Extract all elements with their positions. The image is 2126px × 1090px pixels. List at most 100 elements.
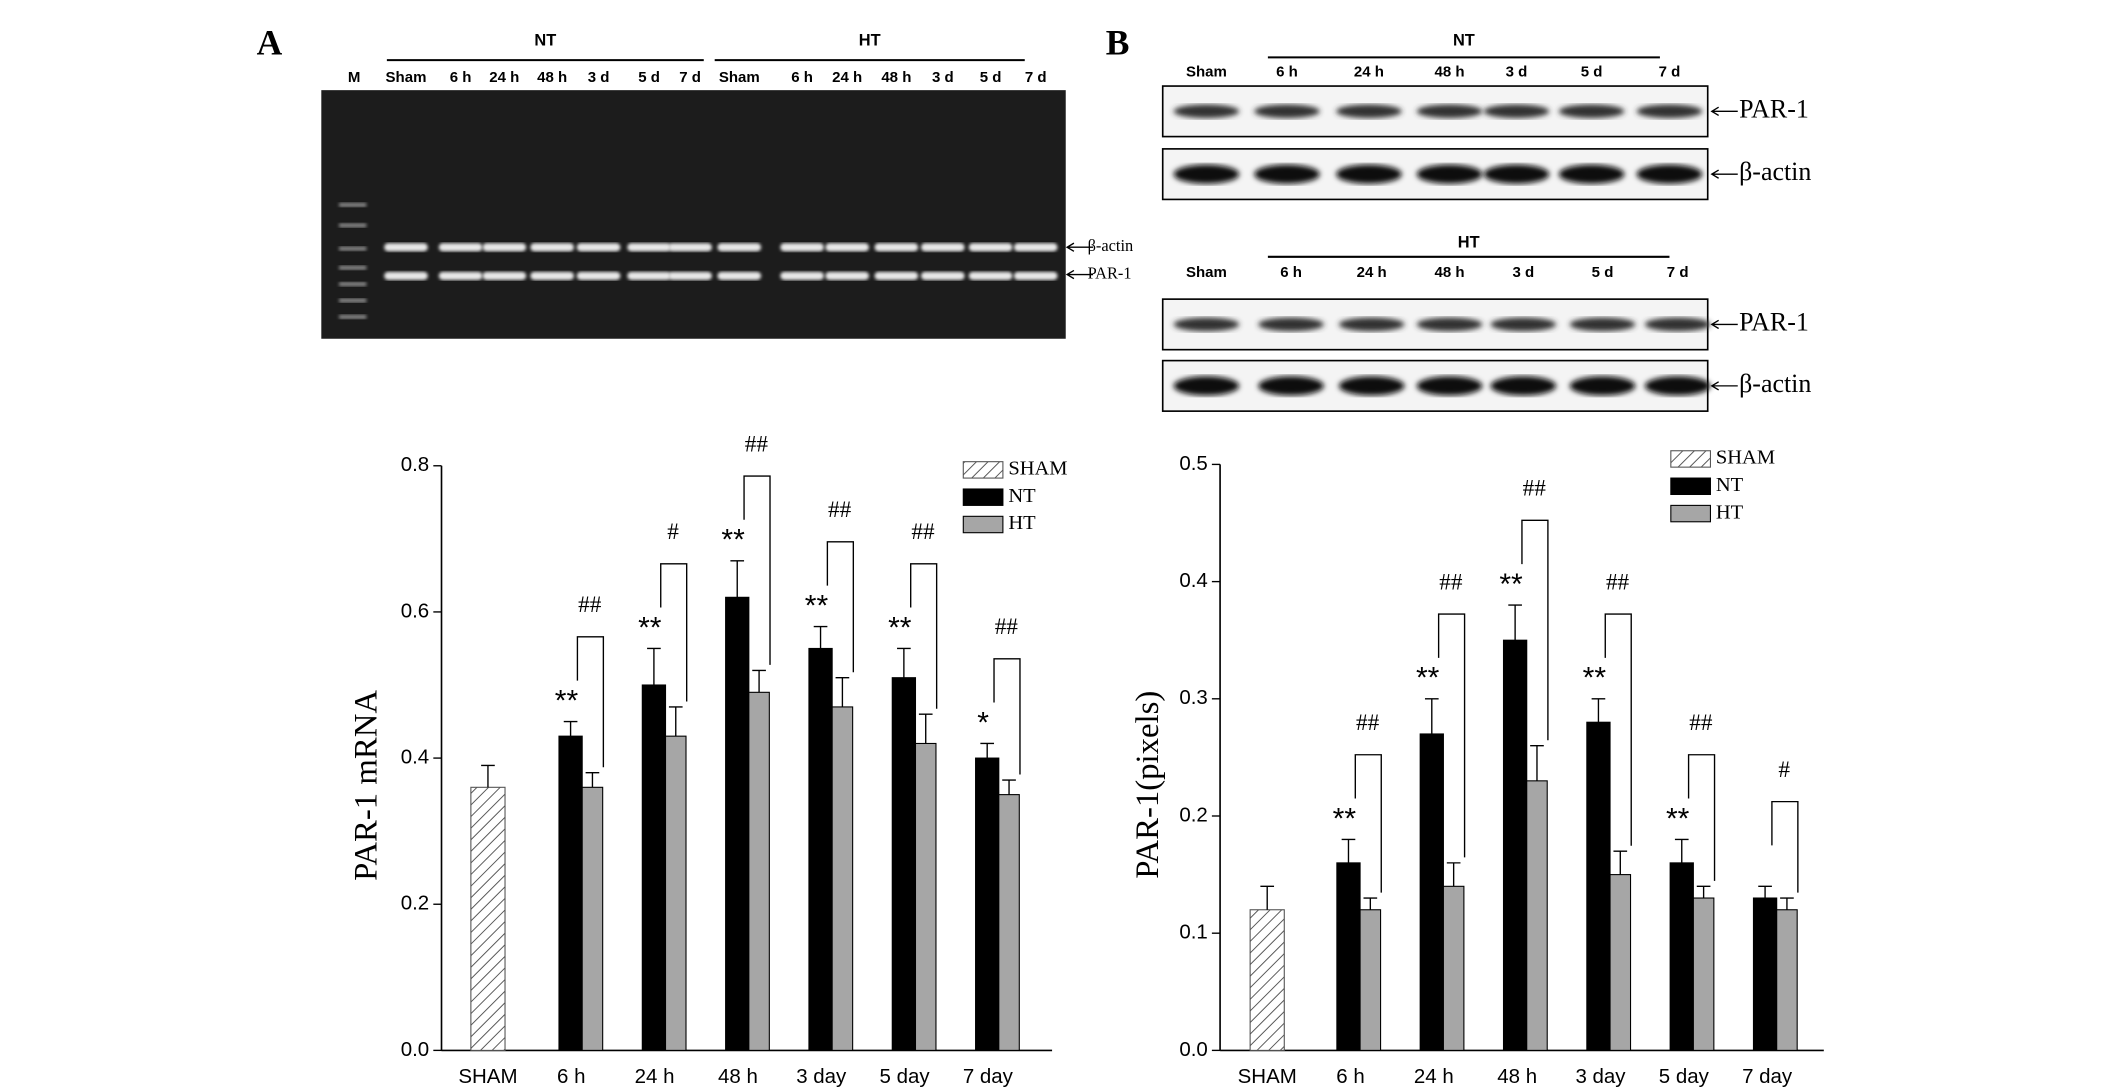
y-tick-label: 0.3 [1179,686,1207,709]
lane-label: 24 h [489,69,519,86]
lane-label: 48 h [537,69,567,86]
gel-band [668,243,712,252]
bar [1502,639,1528,1051]
bar [1359,909,1382,1051]
error-bar [563,720,578,737]
blot-band [1558,104,1625,119]
bar [1752,897,1778,1051]
x-tick-label: 6 h [1336,1065,1364,1088]
bar [1419,733,1444,1051]
gel-band [1013,271,1058,281]
comparison-bracket [826,541,855,673]
error-bar [1424,698,1439,734]
panel-label: B [1106,23,1130,63]
bar [664,735,687,1051]
error-bar [481,764,495,788]
arrow [1065,269,1094,280]
error-bar [647,647,661,686]
error-bar [918,713,933,744]
comparison-bracket [743,475,771,665]
error-bar [1674,838,1689,863]
error-bar [1530,744,1544,781]
lane-label: 5 d [1581,63,1603,80]
blot-band [1558,164,1625,184]
marker-band [339,282,367,287]
legend-swatch [1670,450,1711,468]
blot-band [1483,104,1550,119]
blot-band [1416,164,1483,184]
lane-label: 6 h [1280,264,1302,281]
x-tick-label: 3 day [796,1065,847,1088]
x-tick-label: 7 day [1742,1065,1793,1088]
y-axis-label: PAR-1 mRNA [349,690,385,881]
arrow [1710,319,1738,330]
band-label: PAR-1 [1739,307,1809,336]
gel-band [874,271,919,281]
gel-band [482,243,527,252]
y-tick-label: 0.2 [401,892,429,915]
gel-band [825,243,870,252]
error-bar [730,560,745,598]
significance-hash: ## [745,431,769,457]
blot-band [1569,376,1636,396]
y-tick-label: 0.4 [401,745,429,768]
comparison-bracket [1437,613,1466,858]
x-tick-label: 5 day [1659,1065,1710,1088]
lane-label: 24 h [1357,264,1387,281]
bar [558,735,583,1051]
comparison-bracket [1354,754,1382,893]
x-tick-label: 48 h [1497,1065,1537,1088]
blot-band [1336,104,1402,119]
lane-label: Sham [1186,63,1227,80]
comparison-bracket [576,636,605,768]
bar [914,742,937,1051]
gel-band [438,243,483,252]
lane-label: Sham [719,69,760,86]
blot-band [1636,104,1703,119]
lane-label: Sham [1186,264,1227,281]
bar [1526,780,1548,1051]
significance-hash: ## [1689,710,1713,736]
bar [1776,909,1798,1051]
legend-swatch [1670,477,1711,496]
significance-hash: ## [1523,476,1547,502]
lane-label: 7 d [1025,69,1047,86]
bar [831,706,854,1051]
gel-band [1013,243,1058,252]
blot-band [1173,376,1240,396]
x-tick-label: 24 h [1414,1065,1454,1088]
error-bar [1446,862,1461,887]
blot-band [1416,376,1483,396]
significance-star: ** [1666,802,1690,835]
x-tick-label: 3 day [1575,1065,1626,1088]
legend-label: SHAM [1008,458,1067,480]
error-bar [1341,838,1356,863]
group-label: HT [1458,233,1480,251]
significance-hash: # [1778,757,1790,783]
gel-band [968,271,1013,281]
arrow [1710,169,1738,179]
legend-label: SHAM [1716,447,1775,469]
group-label: HT [859,31,881,49]
gel-band [968,243,1013,252]
arrow [1065,242,1094,252]
legend-swatch [962,461,1004,479]
error-bar [1758,885,1772,899]
blot-band [1490,376,1557,396]
blot-band [1173,164,1240,184]
gel-band [920,271,965,281]
legend-swatch [962,488,1004,506]
bar [1669,862,1694,1051]
marker-band [339,202,367,207]
blot-band [1173,317,1240,332]
significance-hash: ## [828,497,852,523]
band-label: PAR-1 [1088,263,1132,282]
marker-band [339,246,367,251]
significance-star: ** [555,684,579,717]
significance-hash: ## [1439,569,1463,595]
significance-star: ** [721,524,745,557]
lane-label: Sham [386,69,427,86]
error-bar [1780,897,1794,910]
legend-label: HT [1716,501,1744,523]
